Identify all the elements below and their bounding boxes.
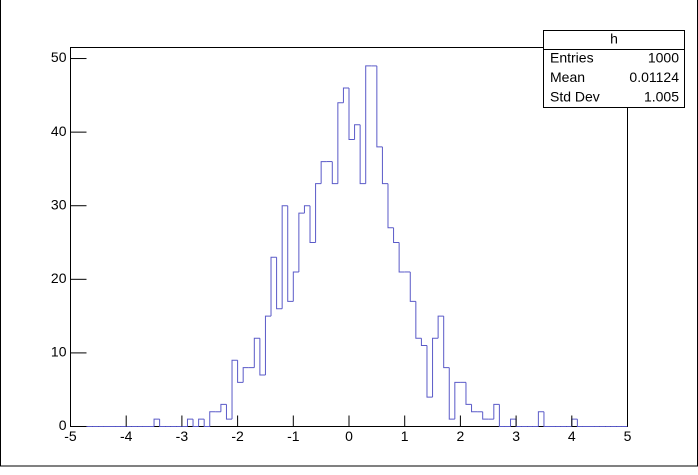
histogram-bin bbox=[576, 419, 583, 427]
histogram-bin bbox=[465, 382, 472, 405]
histogram-bin bbox=[454, 381, 461, 420]
histogram-bin bbox=[320, 161, 327, 184]
x-tick-label: 1 bbox=[401, 428, 409, 444]
histogram-bin bbox=[198, 418, 205, 427]
histogram-bin bbox=[443, 316, 450, 369]
histogram-bin bbox=[298, 212, 305, 272]
x-tick-label: -1 bbox=[287, 428, 300, 444]
y-tick-label: 10 bbox=[51, 344, 67, 360]
histogram-bin bbox=[192, 419, 199, 427]
histogram-bin bbox=[537, 411, 544, 427]
stats-value: 1000 bbox=[648, 50, 679, 66]
histogram-bin bbox=[303, 205, 311, 214]
histogram-bin bbox=[381, 146, 388, 185]
histogram-bin bbox=[203, 419, 210, 427]
histogram-bin bbox=[270, 256, 277, 317]
histogram-bin bbox=[409, 271, 416, 302]
stats-value: 1.005 bbox=[644, 88, 679, 104]
histogram-bin bbox=[220, 403, 227, 412]
histogram-bin bbox=[231, 359, 238, 420]
x-tick-label: 4 bbox=[568, 428, 576, 444]
histogram-bin bbox=[471, 404, 478, 413]
histogram-bin bbox=[309, 205, 316, 244]
stats-value: 0.01124 bbox=[629, 69, 679, 85]
histogram-bin bbox=[209, 411, 216, 427]
histogram-bin bbox=[242, 367, 249, 383]
x-tick-label: -3 bbox=[176, 428, 189, 444]
stats-label: Entries bbox=[550, 50, 594, 66]
histogram-bin bbox=[415, 301, 422, 339]
y-tick-label: 0 bbox=[59, 417, 67, 433]
histogram-bin bbox=[437, 315, 444, 339]
y-tick-label: 20 bbox=[51, 270, 67, 286]
histogram-bin bbox=[287, 205, 294, 302]
histogram-bin bbox=[426, 345, 433, 398]
x-tick-label: -2 bbox=[231, 428, 244, 444]
histogram-bin bbox=[398, 242, 405, 273]
histogram-bin bbox=[354, 124, 361, 140]
histogram-bin bbox=[264, 315, 272, 375]
histogram-bin bbox=[153, 418, 160, 427]
stats-label: Std Dev bbox=[550, 88, 600, 104]
histogram-bin bbox=[365, 65, 372, 184]
histogram-bin bbox=[493, 403, 500, 420]
histogram-bin bbox=[393, 227, 400, 244]
x-tick-label: 3 bbox=[512, 428, 520, 444]
y-tick-label: 30 bbox=[51, 196, 67, 212]
histogram-bin bbox=[186, 418, 194, 427]
x-tick-label: 0 bbox=[345, 428, 353, 444]
histogram-bin bbox=[571, 418, 578, 427]
histogram-bin bbox=[225, 404, 233, 420]
histogram-bin bbox=[276, 257, 283, 310]
histogram-bin bbox=[432, 337, 439, 398]
histogram-bin bbox=[515, 419, 522, 427]
histogram-bin bbox=[331, 161, 338, 185]
y-tick-label: 50 bbox=[51, 49, 67, 65]
histogram-bin bbox=[498, 404, 505, 427]
x-tick-label: -5 bbox=[64, 428, 77, 444]
histogram-bin bbox=[448, 367, 455, 420]
histogram-bin bbox=[237, 360, 244, 383]
histogram-bin bbox=[315, 183, 322, 243]
stats-frame bbox=[543, 30, 685, 108]
histogram-bin bbox=[359, 124, 366, 185]
histogram-bin bbox=[253, 337, 260, 368]
histogram-bin bbox=[159, 419, 166, 427]
histogram-bin bbox=[543, 411, 550, 427]
x-tick-label: 5 bbox=[624, 428, 632, 444]
histogram-bin bbox=[259, 338, 266, 376]
histogram-bin bbox=[281, 205, 288, 309]
histogram-bin bbox=[482, 411, 489, 420]
y-tick-label: 40 bbox=[51, 123, 67, 139]
histogram-bin bbox=[337, 102, 344, 184]
histogram-bin bbox=[348, 87, 355, 140]
x-tick-label: -4 bbox=[120, 428, 133, 444]
stats-box: h Entries 1000 Mean 0.01124 Std Dev 1.005 bbox=[543, 30, 685, 108]
histogram-bin bbox=[387, 183, 394, 229]
histogram-bin bbox=[420, 338, 427, 347]
histogram-bin bbox=[342, 87, 349, 103]
stats-label: Mean bbox=[550, 69, 585, 85]
histogram-bin bbox=[376, 65, 383, 148]
x-tick-label: 2 bbox=[457, 428, 465, 444]
histogram bbox=[70, 65, 628, 427]
histogram-bin bbox=[292, 271, 299, 302]
histogram-bin bbox=[510, 418, 517, 427]
stats-title: h bbox=[610, 31, 618, 47]
